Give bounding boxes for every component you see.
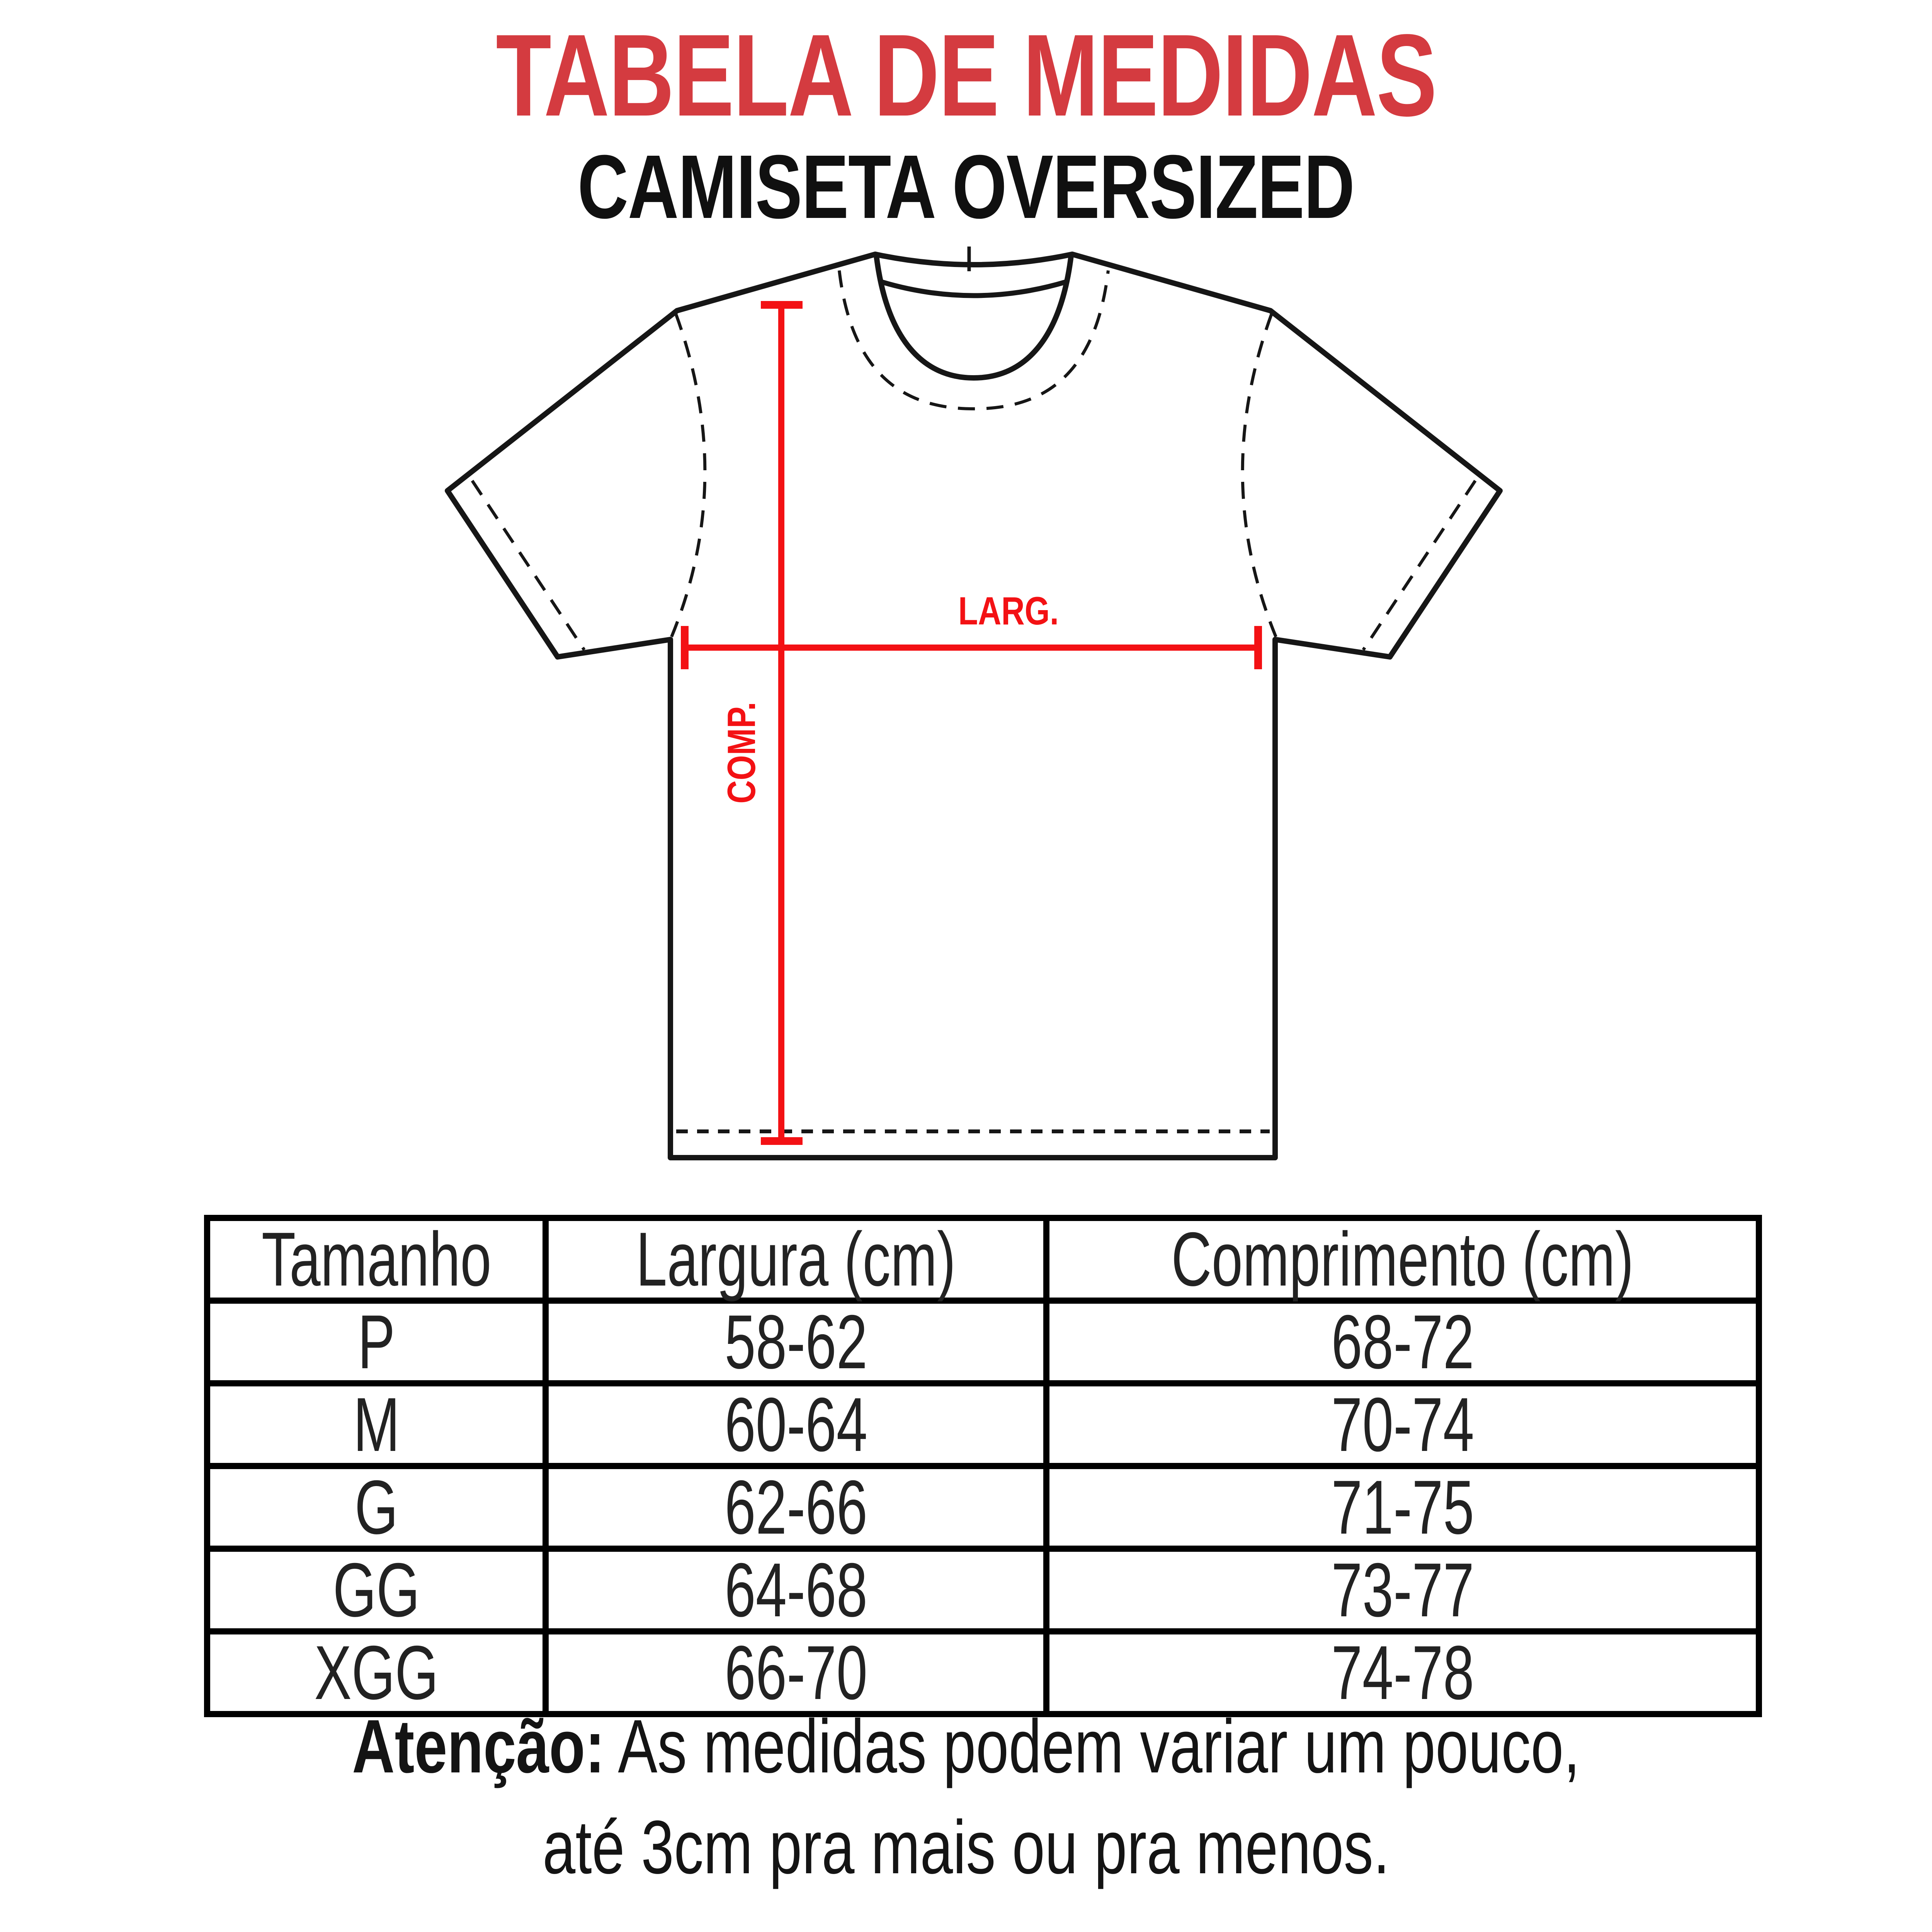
page-subtitle: CAMISETA OVERSIZED — [0, 141, 1932, 232]
collar-seam-dashed — [838, 270, 1110, 411]
width-cell: 66-70 — [543, 1628, 1049, 1717]
column-header-size: Tamanho — [204, 1215, 549, 1304]
page-title: TABELA DE MEDIDAS — [0, 17, 1932, 134]
length-cell: 68-72 — [1043, 1298, 1762, 1386]
width-cell: 62-66 — [543, 1463, 1049, 1552]
table-row: XGG 66-70 74-78 — [204, 1628, 1762, 1717]
table-row: GG 64-68 73-77 — [204, 1546, 1762, 1634]
size-table-header-row: Tamanho Largura (cm) Comprimento (cm) — [204, 1215, 1762, 1304]
collar-front-edge — [874, 255, 1074, 381]
size-cell: G — [204, 1463, 549, 1552]
width-cell: 64-68 — [543, 1546, 1049, 1634]
attention-label: Atenção: — [352, 1704, 605, 1789]
size-cell: GG — [204, 1546, 549, 1634]
footer-note-line2-text: até 3cm pra mais ou pra menos. — [542, 1804, 1390, 1889]
table-row: M 60-64 70-74 — [204, 1380, 1762, 1469]
size-cell: M — [204, 1380, 549, 1469]
footer-note-line1-text: As medidas podem variar um pouco, — [605, 1704, 1580, 1789]
width-measure-label: LARG. — [958, 589, 1059, 633]
footer-note-line2: até 3cm pra mais ou pra menos. — [0, 1797, 1932, 1898]
length-cell: 70-74 — [1043, 1380, 1762, 1469]
size-table: Tamanho Largura (cm) Comprimento (cm) P … — [204, 1215, 1762, 1717]
length-measure-label: COMP. — [719, 702, 764, 803]
table-row: G 62-66 71-75 — [204, 1463, 1762, 1552]
collar-band-inner-edge — [881, 279, 1066, 298]
footer-note-line1: Atenção: As medidas podem variar um pouc… — [0, 1696, 1932, 1797]
length-cell: 74-78 — [1043, 1628, 1762, 1717]
table-row: P 58-62 68-72 — [204, 1298, 1762, 1386]
column-header-length: Comprimento (cm) — [1043, 1215, 1762, 1304]
sleeve-hem-right-dashed — [1362, 480, 1477, 651]
size-cell: P — [204, 1298, 549, 1386]
tshirt-outline — [445, 252, 1503, 1160]
width-cell: 58-62 — [543, 1298, 1049, 1386]
sleeve-hem-left-dashed — [471, 480, 586, 651]
width-cell: 60-64 — [543, 1380, 1049, 1469]
page-title-text: TABELA DE MEDIDAS — [496, 10, 1437, 140]
length-cell: 71-75 — [1043, 1463, 1762, 1552]
page-subtitle-text: CAMISETA OVERSIZED — [577, 136, 1355, 237]
footer-note: Atenção: As medidas podem variar um pouc… — [0, 1696, 1932, 1898]
column-header-width: Largura (cm) — [543, 1215, 1049, 1304]
size-cell: XGG — [204, 1628, 549, 1717]
length-cell: 73-77 — [1043, 1546, 1762, 1634]
